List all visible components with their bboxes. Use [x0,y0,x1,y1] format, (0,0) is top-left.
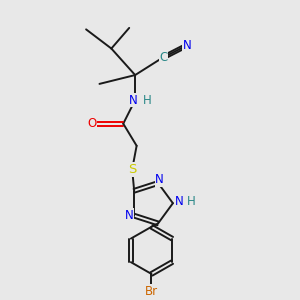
Text: N: N [129,94,138,106]
Text: N: N [124,209,133,222]
Text: N: N [175,195,184,208]
Text: S: S [128,163,136,176]
Text: N: N [183,39,191,52]
Text: H: H [143,94,152,106]
Text: C: C [159,51,167,64]
Text: O: O [87,117,97,130]
Text: N: N [155,173,164,186]
Text: H: H [187,195,196,208]
Text: Br: Br [145,284,158,298]
